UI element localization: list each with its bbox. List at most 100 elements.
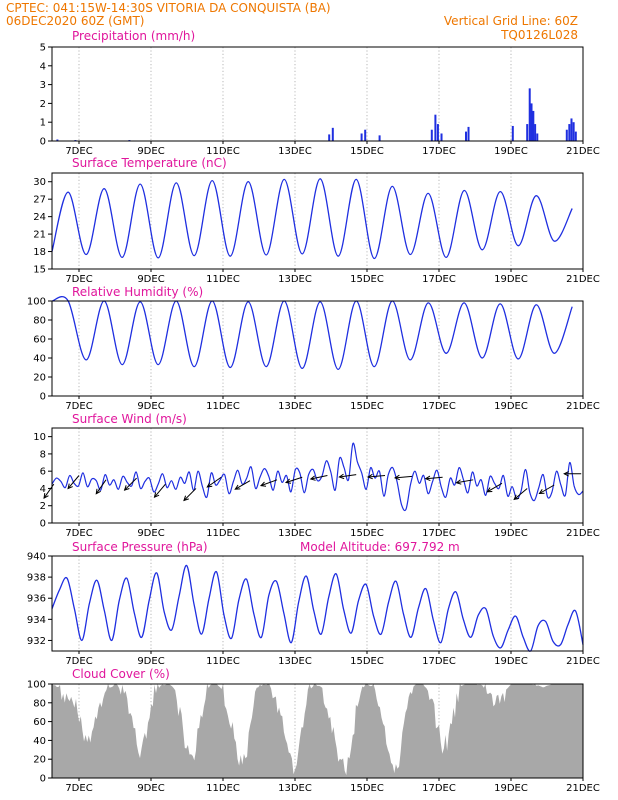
x-tick-label: 13DEC (278, 401, 312, 412)
temperature-panel: 7DEC 9DEC 11DEC 13DEC 15DEC 17DEC 19DEC 21DEC 15… (33, 172, 600, 285)
x-tick-label: 7DEC (65, 274, 92, 285)
x-tick-label: 19DEC (494, 274, 528, 285)
precip-bar (328, 134, 331, 141)
panel-frame (51, 300, 584, 397)
wind-speed-line (51, 442, 584, 512)
cloud-cover-panel: 7DEC 9DEC 11DEC 13DEC 15DEC 17DEC 19DEC 21DEC 0 2… (27, 680, 600, 795)
x-tick-label: 11DEC (206, 783, 240, 794)
wind-arrow (309, 475, 328, 481)
wind-arrow (366, 473, 386, 480)
x-tick-label: 19DEC (494, 146, 528, 157)
x-tick-label: 9DEC (137, 274, 164, 285)
x-tick-label: 21DEC (566, 401, 600, 412)
pressure-panel: 7DEC 9DEC 11DEC 13DEC 15DEC 17DEC 19DEC 21DEC 93… (27, 552, 600, 668)
x-tick-label: 19DEC (494, 528, 528, 539)
y-tick-label: 60 (33, 717, 46, 728)
cloud-cover-area (52, 684, 583, 778)
x-tick-label: 15DEC (350, 528, 384, 539)
x-tick-label: 17DEC (422, 401, 456, 412)
y-tick-label: 940 (27, 552, 46, 563)
x-tick-label: 7DEC (65, 783, 92, 794)
precip-bar (465, 131, 467, 141)
precip-bar (440, 133, 443, 141)
temperature-line (51, 178, 573, 260)
x-tick-label: 13DEC (278, 274, 312, 285)
y-tick-label: 1 (40, 118, 46, 129)
x-tick-label: 17DEC (422, 783, 456, 794)
x-tick-label: 19DEC (494, 401, 528, 412)
precip-bar (360, 133, 363, 141)
humidity-title: Relative Humidity (%) (72, 285, 203, 299)
y-tick-label: 60 (33, 335, 46, 346)
y-tick-label: 10 (33, 432, 46, 443)
x-tick-label: 17DEC (422, 274, 456, 285)
wind-arrow (338, 473, 357, 480)
y-tick-label: 27 (33, 195, 46, 206)
y-tick-label: 18 (33, 247, 46, 258)
wind-arrow (123, 477, 137, 491)
y-tick-label: 15 (33, 265, 46, 276)
precip-bar (536, 133, 539, 141)
precip-bar (574, 131, 577, 141)
wind-arrow (284, 476, 303, 484)
wind-arrow (259, 479, 278, 487)
y-tick-label: 20 (33, 373, 46, 384)
x-tick-label: 7DEC (65, 146, 92, 157)
y-tick-label: 8 (40, 449, 46, 460)
panel-frame (51, 683, 584, 779)
wind-arrow (67, 475, 80, 490)
precip-bar (572, 122, 575, 141)
wind-title: Surface Wind (m/s) (72, 412, 187, 426)
x-tick-label: 9DEC (137, 146, 164, 157)
precip-bar (565, 129, 568, 141)
y-tick-label: 100 (27, 680, 46, 691)
x-tick-label: 19DEC (494, 656, 528, 667)
precip-bar (568, 124, 571, 141)
humidity-line (51, 296, 573, 371)
x-tick-label: 11DEC (206, 274, 240, 285)
y-tick-label: 932 (27, 636, 46, 647)
x-tick-label: 11DEC (206, 146, 240, 157)
panel-frame (51, 46, 584, 142)
x-tick-label: 21DEC (566, 146, 600, 157)
y-tick-label: 40 (33, 354, 46, 365)
panel-frame (51, 172, 584, 270)
x-tick-label: 21DEC (566, 528, 600, 539)
x-tick-label: 15DEC (350, 146, 384, 157)
precip-bar (430, 129, 433, 141)
y-tick-label: 2 (40, 501, 46, 512)
y-tick-label: 0 (40, 774, 46, 785)
precip-bar (528, 88, 531, 141)
precip-bar (56, 139, 59, 141)
header-run-date: 06DEC2020 60Z (GMT) (6, 14, 144, 28)
x-tick-label: 19DEC (494, 783, 528, 794)
x-tick-label: 17DEC (422, 528, 456, 539)
y-tick-label: 0 (40, 519, 46, 530)
x-tick-label: 9DEC (137, 401, 164, 412)
wind-arrow (393, 474, 413, 481)
precip-bar (364, 129, 367, 141)
y-tick-label: 0 (40, 137, 46, 148)
precip-bar (434, 114, 437, 141)
pressure-line (51, 564, 584, 652)
y-tick-label: 24 (33, 212, 46, 223)
x-tick-label: 11DEC (206, 401, 240, 412)
x-tick-label: 15DEC (350, 783, 384, 794)
panel-frame (51, 555, 584, 652)
y-tick-label: 100 (27, 297, 46, 308)
precip-title: Precipitation (mm/h) (72, 29, 195, 43)
wind-arrow (234, 480, 251, 490)
x-tick-label: 21DEC (566, 656, 600, 667)
x-tick-label: 11DEC (206, 528, 240, 539)
y-tick-label: 21 (33, 230, 46, 241)
x-tick-label: 15DEC (350, 401, 384, 412)
wind-arrow (486, 482, 503, 493)
y-tick-label: 4 (40, 484, 46, 495)
wind-arrow (424, 475, 443, 482)
x-tick-label: 17DEC (422, 656, 456, 667)
x-tick-label: 21DEC (566, 274, 600, 285)
x-tick-label: 7DEC (65, 656, 92, 667)
wind-arrow (538, 484, 555, 495)
temp-title: Surface Temperature (nC) (72, 156, 227, 170)
